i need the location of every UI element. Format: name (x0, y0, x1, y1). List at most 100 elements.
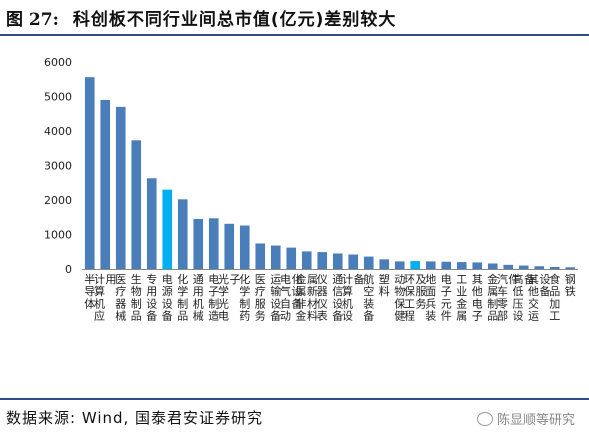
x-tick-label: 金属非金属新材料金属非金属新材料 (296, 272, 319, 323)
x-tick-label: 高低压设备高低压设备 (513, 272, 536, 323)
bar (177, 199, 188, 269)
y-tick-label: 0 (65, 263, 72, 276)
svg-text:半导体: 半导体 (84, 272, 95, 310)
y-tick-label: 5000 (44, 91, 72, 104)
bar (193, 218, 204, 269)
svg-text:钢铁: 钢铁 (565, 273, 576, 298)
bar (239, 225, 250, 269)
svg-text:电子元件: 电子元件 (441, 273, 452, 323)
x-tick-label: 电气自动化设备电气自动化设备 (280, 272, 303, 323)
svg-text:塑料: 塑料 (379, 272, 390, 298)
x-tick-label: 汽车零部件汽车零部件 (497, 272, 520, 323)
svg-text:光学光电子: 光学光电子 (218, 272, 241, 323)
svg-text:计算机设备: 计算机设备 (342, 272, 365, 323)
bar (131, 140, 142, 269)
svg-text:化学制品: 化学制品 (177, 272, 188, 323)
svg-text:通用机械: 通用机械 (193, 273, 204, 323)
svg-text:生物制品: 生物制品 (131, 272, 142, 323)
x-tick-label: 地面兵装地面兵装 (425, 273, 436, 323)
svg-text:其他电子: 其他电子 (472, 273, 483, 323)
bar (456, 262, 467, 269)
x-tick-label: 航空装备航空装备 (363, 272, 374, 323)
svg-text:电子制造: 电子制造 (208, 273, 219, 323)
x-tick-label: 专用设备专用设备 (146, 272, 157, 323)
bar (100, 99, 111, 269)
bar (84, 77, 95, 270)
x-tick-label: 动物保健动物保健 (394, 273, 405, 323)
svg-text:金属非金属新材料: 金属非金属新材料 (296, 272, 319, 323)
y-tick-label: 6000 (44, 56, 72, 69)
figure-label: 图 27: (6, 9, 59, 30)
x-tick-label: 食品加工食品加工 (549, 272, 560, 323)
svg-text:环保工程及服务: 环保工程及服务 (404, 273, 427, 323)
footer-rule (0, 398, 589, 400)
bar (224, 223, 235, 269)
svg-text:医疗服务: 医疗服务 (255, 273, 266, 323)
svg-text:运输设备: 运输设备 (270, 273, 281, 323)
x-axis: 半导体半导体计算机应用计算机应用医疗器械医疗器械生物制品生物制品专用设备专用设备… (82, 269, 578, 323)
x-tick-label: 运输设备运输设备 (270, 273, 281, 323)
bar (146, 178, 157, 269)
watermark: 陈显顺等研究 (476, 409, 575, 428)
x-tick-label: 通信设备通信设备 (332, 273, 343, 323)
x-tick-label: 其他电子其他电子 (472, 273, 483, 323)
x-tick-label: 光学光电子光学光电子 (218, 272, 241, 323)
source-note: 数据来源: Wind, 国泰君安证券研究 (6, 409, 264, 427)
bar (441, 261, 452, 269)
bar (348, 254, 359, 269)
x-tick-label: 电子制造电子制造 (208, 273, 219, 323)
bar (503, 264, 514, 269)
y-tick-label: 1000 (44, 229, 72, 242)
figure-header: 图 27: 科创板不同行业间总市值(亿元)差别较大 (0, 0, 589, 36)
bar (332, 253, 343, 269)
svg-text:电源设备: 电源设备 (162, 273, 173, 323)
svg-text:金属制品: 金属制品 (487, 272, 498, 323)
y-tick-label: 3000 (44, 160, 72, 173)
x-tick-label: 计算机设备计算机设备 (342, 272, 365, 323)
bar (363, 256, 374, 269)
bars (84, 77, 576, 270)
bar (565, 267, 576, 269)
svg-text:化学制药: 化学制药 (239, 272, 250, 323)
bar (115, 106, 126, 269)
x-tick-label: 电源设备电源设备 (162, 273, 173, 323)
svg-text:汽车零部件: 汽车零部件 (497, 272, 520, 323)
svg-text:通信设备: 通信设备 (332, 273, 343, 323)
x-tick-label: 塑料塑料 (379, 272, 390, 298)
x-tick-label: 计算机应用计算机应用 (94, 273, 117, 323)
x-tick-label: 其他交运设备其他交运设备 (528, 273, 551, 323)
svg-text:地面兵装: 地面兵装 (425, 273, 436, 323)
wechat-icon (476, 411, 493, 426)
x-tick-label: 金属制品金属制品 (487, 272, 498, 323)
x-tick-label: 仪器仪表仪器仪表 (317, 273, 328, 323)
x-tick-label: 医疗器械医疗器械 (115, 273, 126, 323)
x-tick-label: 钢铁钢铁 (565, 273, 576, 298)
bar (301, 251, 312, 269)
x-tick-label: 化学制品化学制品 (177, 272, 188, 323)
svg-text:医疗器械: 医疗器械 (115, 273, 126, 323)
bar (425, 261, 436, 269)
svg-text:其他交运设备: 其他交运设备 (528, 273, 551, 323)
bar (270, 245, 281, 269)
svg-text:专用设备: 专用设备 (146, 272, 157, 323)
bar (487, 263, 498, 269)
bar (379, 259, 390, 269)
watermark-text: 陈显顺等研究 (496, 413, 575, 428)
svg-text:计算机应用: 计算机应用 (94, 273, 117, 323)
x-tick-label: 医疗服务医疗服务 (255, 273, 266, 323)
svg-text:仪器仪表: 仪器仪表 (317, 273, 328, 323)
chart-title: 科创板不同行业间总市值(亿元)差别较大 (72, 9, 397, 30)
y-tick-label: 2000 (44, 194, 72, 207)
bar (534, 266, 545, 269)
svg-text:食品加工: 食品加工 (549, 272, 560, 323)
bar (472, 262, 483, 269)
svg-text:高低压设备: 高低压设备 (513, 272, 536, 323)
bar (286, 247, 297, 269)
bar (255, 243, 266, 269)
y-axis: 0 1000 2000 3000 4000 5000 6000 (44, 56, 72, 276)
x-tick-label: 生物制品生物制品 (131, 272, 142, 323)
x-tick-label: 工业金属工业金属 (456, 273, 467, 323)
